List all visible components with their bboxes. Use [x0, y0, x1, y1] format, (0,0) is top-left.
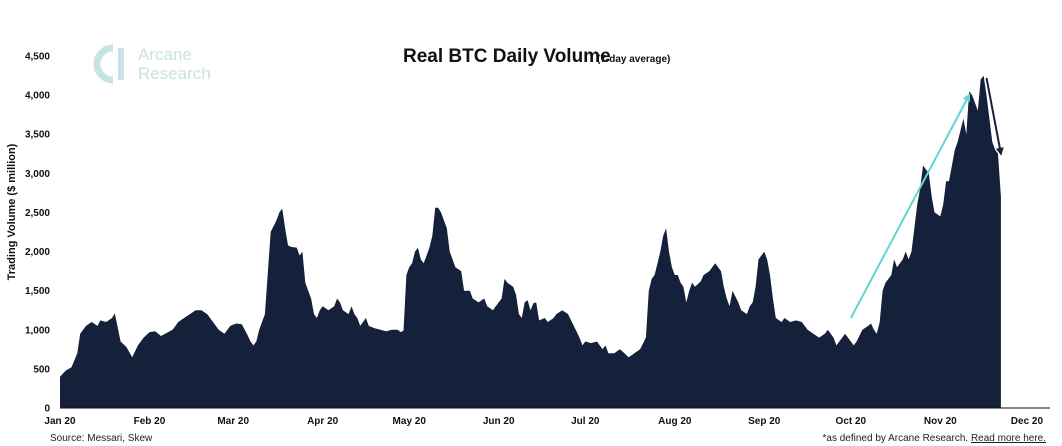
- x-axis-ticks: Jan 20 Feb 20 Mar 20 Apr 20 May 20 Jun 20 Jul …: [44, 416, 1043, 427]
- logo-line-1: Arcane: [138, 45, 192, 64]
- x-tick-label: Jul 20: [571, 416, 600, 427]
- logo: Arcane Research: [93, 44, 211, 84]
- plot-area: [60, 75, 1001, 408]
- x-tick-label: May 20: [393, 416, 427, 427]
- y-tick-label: 1,000: [25, 325, 50, 336]
- y-tick-label: 4,500: [25, 52, 50, 63]
- footnote-text: *as defined by Arcane Research.: [823, 433, 971, 444]
- annotations: [849, 77, 1004, 319]
- x-tick-label: Jan 20: [44, 416, 76, 427]
- y-tick-label: 2,500: [25, 208, 50, 219]
- x-tick-label: Mar 20: [217, 416, 249, 427]
- x-tick-label: Nov 20: [924, 416, 957, 427]
- source-text: Source: Messari, Skew: [50, 433, 153, 444]
- volume-area-series: [60, 75, 1001, 408]
- footnote: *as defined by Arcane Research. Read mor…: [823, 433, 1046, 444]
- y-tick-label: 3,500: [25, 130, 50, 141]
- x-tick-label: Apr 20: [307, 416, 339, 427]
- y-tick-label: 0: [44, 404, 50, 415]
- x-tick-label: Jun 20: [483, 416, 515, 427]
- trend-arrow: [985, 77, 1004, 156]
- x-tick-label: Dec 20: [1011, 416, 1044, 427]
- logo-line-2: Research: [138, 64, 211, 83]
- trend-arrow: [849, 93, 971, 319]
- y-tick-label: 1,500: [25, 286, 50, 297]
- read-more-link[interactable]: Read more here.: [971, 433, 1046, 444]
- arcane-logo-icon: [93, 44, 124, 84]
- y-tick-label: 500: [33, 364, 50, 375]
- x-tick-label: Feb 20: [134, 416, 166, 427]
- y-tick-label: 3,000: [25, 169, 50, 180]
- x-tick-label: Oct 20: [836, 416, 867, 427]
- y-axis-ticks: 0 500 1,000 1,500 2,000 2,500 3,000 3,500 4,000 4…: [25, 52, 50, 415]
- y-tick-label: 2,000: [25, 247, 50, 258]
- chart-subtitle: (7-day average): [597, 54, 670, 65]
- x-tick-label: Sep 20: [748, 416, 781, 427]
- y-tick-label: 4,000: [25, 91, 50, 102]
- x-tick-label: Aug 20: [658, 416, 692, 427]
- chart-title: Real BTC Daily Volume: [403, 46, 611, 67]
- y-axis-label: Trading Volume ($ million): [6, 143, 18, 280]
